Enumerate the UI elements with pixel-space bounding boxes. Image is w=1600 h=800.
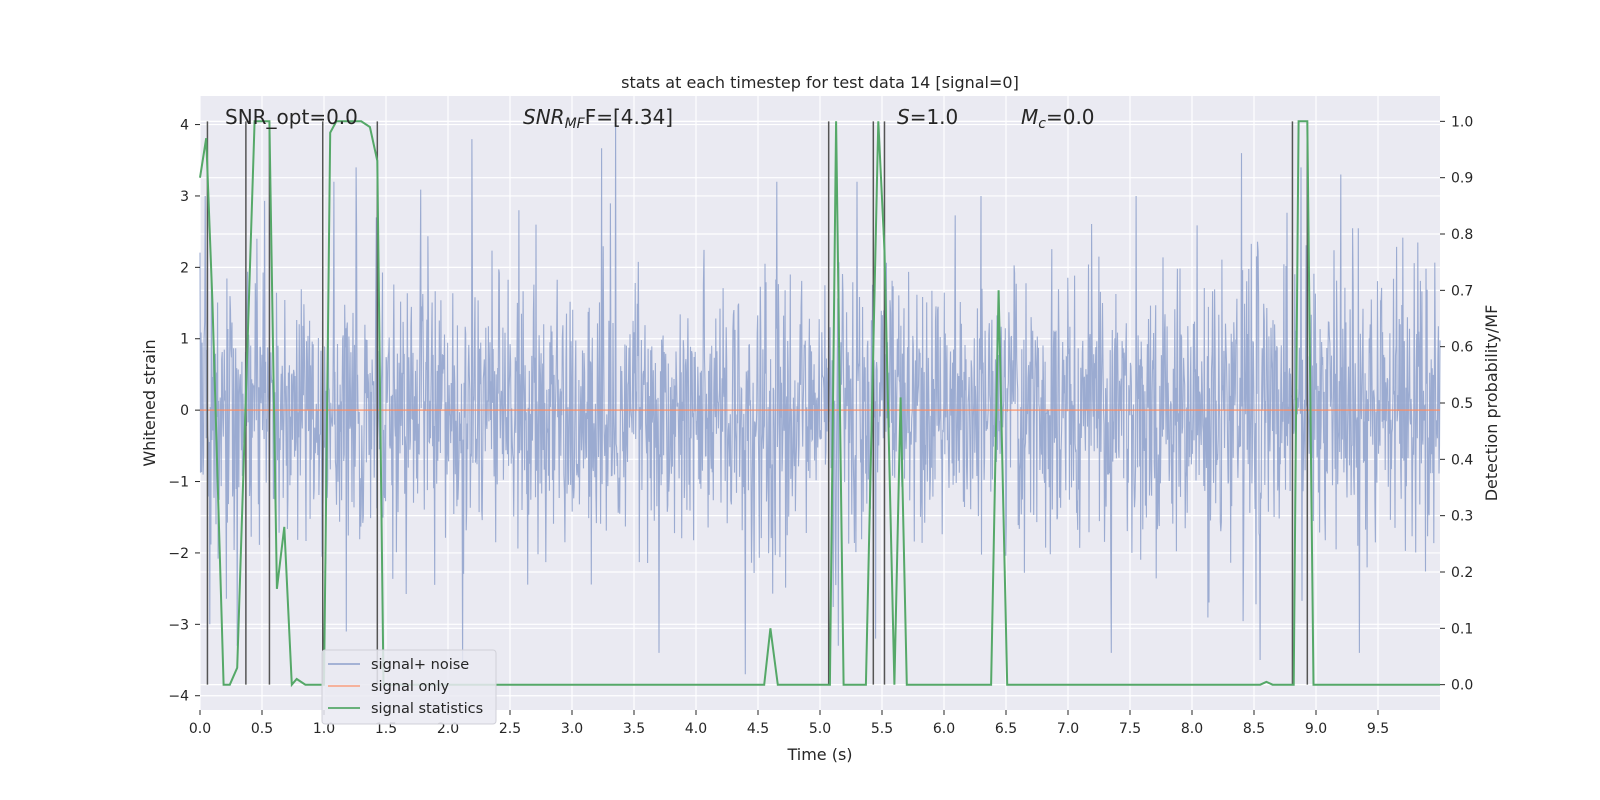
x-tick-label-11: 5.5 <box>871 721 893 737</box>
y-tick-label-6: 2 <box>180 260 189 276</box>
x-tick-label-6: 3.0 <box>561 721 583 737</box>
annotation-snr-opt: SNR_opt=0.0 <box>225 105 358 129</box>
legend-label-signal-noise: signal+ noise <box>371 657 469 673</box>
x-tick-label-17: 8.5 <box>1243 721 1265 737</box>
y-right-tick-label-6: 0.6 <box>1451 340 1473 356</box>
legend-box <box>321 649 497 725</box>
legend-label-signal-statistics: signal statistics <box>371 701 483 717</box>
x-tick-label-3: 1.5 <box>375 721 397 737</box>
y-right-tick-label-0: 0.0 <box>1451 678 1473 694</box>
x-tick-label-8: 4.0 <box>685 721 707 737</box>
x-tick-label-12: 6.0 <box>933 721 955 737</box>
s-symbol: S <box>897 105 910 129</box>
snr-mf-sub: MF <box>565 116 586 132</box>
legend: signal+ noise signal only signal statist… <box>321 649 497 725</box>
y-right-tick-label-2: 0.2 <box>1451 565 1473 581</box>
y-tick-label-2: −2 <box>168 546 189 562</box>
y-right-tick-label-4: 0.4 <box>1451 452 1473 468</box>
mc-sub: c <box>1038 116 1046 132</box>
x-tick-label-9: 4.5 <box>747 721 769 737</box>
x-tick-label-4: 2.0 <box>437 721 459 737</box>
x-tick-label-14: 7.0 <box>1057 721 1079 737</box>
s-value: =1.0 <box>910 105 959 129</box>
y-right-tick-label-3: 0.3 <box>1451 509 1473 525</box>
noise-trace <box>199 117 1441 675</box>
y-right-tick-label-7: 0.7 <box>1451 283 1473 299</box>
snr-mf-value: F=[4.34] <box>585 105 673 129</box>
y-axis-right-label: Detection probability/MF <box>1482 305 1501 502</box>
x-tick-label-16: 8.0 <box>1181 721 1203 737</box>
x-tick-label-10: 5.0 <box>809 721 831 737</box>
mc-symbol: M <box>1021 105 1038 129</box>
x-tick-label-15: 7.5 <box>1119 721 1141 737</box>
y-tick-label-4: 0 <box>180 403 189 419</box>
x-axis-label: Time (s) <box>786 745 852 764</box>
y-right-tick-label-8: 0.8 <box>1451 227 1473 243</box>
x-tick-label-7: 3.5 <box>623 721 645 737</box>
statistics-line <box>199 120 1440 688</box>
y-axis-ticks: −4 −3 −2 −1 0 1 2 3 4 <box>168 118 200 705</box>
mc-value: =0.0 <box>1046 105 1095 129</box>
y-tick-label-8: 4 <box>180 118 189 134</box>
x-tick-label-0: 0.0 <box>189 721 211 737</box>
y-tick-label-0: −4 <box>168 689 189 705</box>
x-tick-label-18: 9.0 <box>1305 721 1327 737</box>
annotation-mc: Mc=0.0 <box>1021 105 1095 132</box>
y-tick-label-1: −3 <box>168 617 189 633</box>
x-tick-label-1: 0.5 <box>251 721 273 737</box>
annotation-s: S=1.0 <box>897 105 958 129</box>
y-right-tick-label-10: 1.0 <box>1451 114 1473 130</box>
x-axis-ticks: 0.0 0.5 1.0 1.5 2.0 2.5 3.0 3.5 4.0 4.5 5.0 5.5 6.0 6… <box>189 710 1389 737</box>
chart-title: stats at each timestep for test data 14 … <box>621 73 1019 92</box>
x-tick-label-13: 6.5 <box>995 721 1017 737</box>
x-tick-label-2: 1.0 <box>313 721 335 737</box>
y-tick-label-7: 3 <box>180 189 189 205</box>
y-axis-label: Whitened strain <box>140 339 159 466</box>
y-tick-label-5: 1 <box>180 332 189 348</box>
y-right-tick-label-9: 0.9 <box>1451 171 1473 187</box>
x-tick-label-5: 2.5 <box>499 721 521 737</box>
series-signal-statistics <box>199 120 1440 688</box>
annotation-snr-mf: SNRMFF=[4.34] <box>523 105 673 132</box>
y-axis-right-ticks: 0.0 0.1 0.2 0.3 0.4 0.5 0.6 0.7 0.8 0.9 1.0 <box>1440 114 1473 694</box>
y-right-tick-label-1: 0.1 <box>1451 621 1473 637</box>
y-tick-label-3: −1 <box>168 475 189 491</box>
snr-mf-base: SNR <box>523 105 565 129</box>
vertical-lines <box>206 121 1309 685</box>
y-right-tick-label-5: 0.5 <box>1451 396 1473 412</box>
legend-label-signal-only: signal only <box>371 679 450 695</box>
series-signal-noise <box>199 117 1441 675</box>
x-tick-label-19: 9.5 <box>1367 721 1389 737</box>
